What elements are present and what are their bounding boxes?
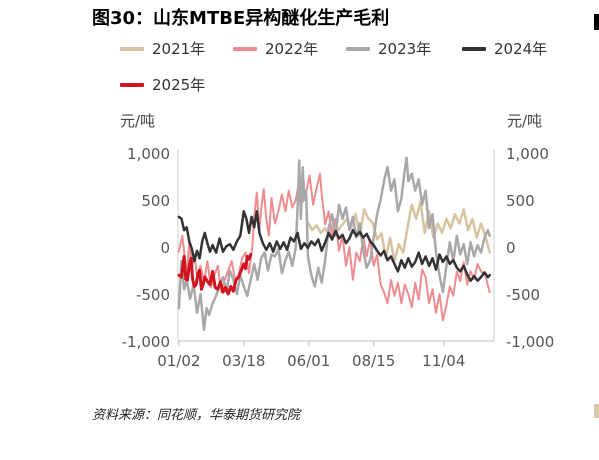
legend-item-2025: 2025年 [120, 74, 205, 95]
series-line-2023 [177, 156, 491, 331]
legend-label-2023: 2023年 [378, 40, 432, 58]
right-axis-unit: 元/吨 [507, 112, 542, 130]
x-tick-label: 01/02 [157, 352, 200, 370]
legend-swatch-2023 [346, 46, 370, 51]
series-layer [177, 156, 491, 331]
legend-swatch-2022 [233, 46, 257, 51]
y-tick-label-right: 0 [506, 239, 516, 257]
series-line-2024 [177, 210, 491, 283]
legend-label-2025: 2025年 [152, 76, 206, 94]
legend-item-2023: 2023年 [346, 38, 431, 59]
left-y-axis: 1,000 500 0 -500 -1,000 [122, 145, 170, 351]
legend-label-2022: 2022年 [265, 40, 319, 58]
left-axis-unit: 元/吨 [120, 112, 155, 130]
x-tick-label: 08/15 [352, 352, 395, 370]
y-tick-label-left: 1,000 [127, 145, 170, 163]
series-line-2025 [177, 253, 253, 296]
plot-frame [177, 149, 495, 342]
y-tick-label-left: -1,000 [122, 333, 170, 351]
series-line-2022 [177, 172, 491, 322]
legend-item-2022: 2022年 [233, 38, 318, 59]
y-tick-label-left: 0 [160, 239, 170, 257]
x-tick-label: 11/04 [422, 352, 465, 370]
x-tick-label: 06/01 [287, 352, 330, 370]
legend-item-2024: 2024年 [462, 38, 547, 59]
cropped-neighbor-figure [594, 14, 599, 30]
legend-swatch-2021 [120, 46, 144, 51]
chart-title: 图30：山东MTBE异构醚化生产毛利 [92, 8, 390, 29]
source-note: 资料来源：同花顺，华泰期货研究院 [92, 408, 301, 423]
y-tick-label-right: 500 [506, 192, 535, 210]
y-tick-label-right: -1,000 [506, 333, 554, 351]
legend-swatch-2025 [120, 82, 144, 87]
y-tick-label-right: 1,000 [506, 145, 549, 163]
y-tick-label-right: -500 [506, 286, 540, 304]
legend-item-2021: 2021年 [120, 38, 205, 59]
y-tick-label-left: 500 [141, 192, 170, 210]
line-chart: 元/吨 元/吨 1,000 500 0 -500 -1,000 1,000 500 0 -50… [120, 112, 554, 370]
series-line-2021 [306, 200, 491, 263]
legend-label-2024: 2024年 [494, 40, 548, 58]
legend-label-2021: 2021年 [152, 40, 206, 58]
legend-swatch-2024 [462, 46, 486, 51]
cropped-neighbor-source [594, 404, 599, 418]
right-y-axis: 1,000 500 0 -500 -1,000 [506, 145, 554, 351]
y-tick-label-left: -500 [136, 286, 170, 304]
x-axis: 01/02 03/18 06/01 08/15 11/04 [157, 341, 465, 370]
x-tick-label: 03/18 [222, 352, 265, 370]
